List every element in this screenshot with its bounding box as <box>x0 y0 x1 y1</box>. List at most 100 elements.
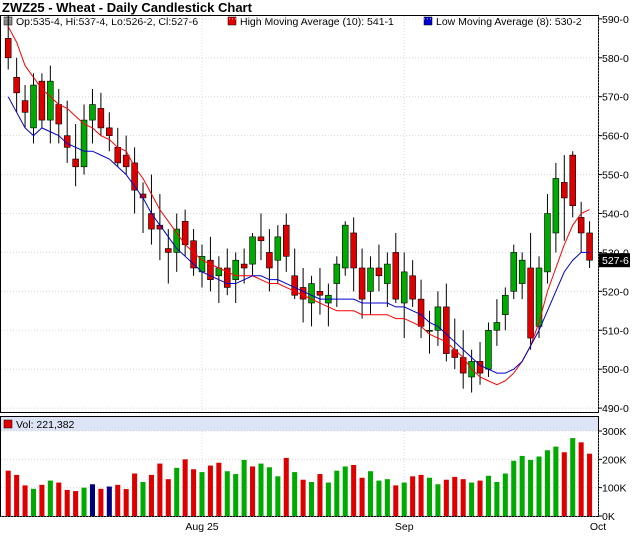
volume-bar <box>477 480 483 516</box>
candle <box>400 252 408 339</box>
candle <box>577 201 585 253</box>
candle-body <box>72 158 79 168</box>
volume-bar <box>384 479 390 516</box>
candle <box>13 57 20 113</box>
volume-bar <box>250 466 256 516</box>
candle-body <box>375 267 383 277</box>
candle-body <box>97 108 105 129</box>
volume-bar <box>401 482 407 516</box>
volume-bar <box>140 482 146 516</box>
candle <box>47 65 54 144</box>
candle-body <box>283 224 290 257</box>
volume-bar <box>157 463 163 516</box>
candle-body <box>443 306 450 354</box>
volume-bar <box>81 487 87 516</box>
candle <box>434 291 442 346</box>
candle-body <box>510 252 517 292</box>
candle-body <box>47 80 54 121</box>
candle <box>518 252 526 300</box>
volume-bar <box>334 470 340 516</box>
candle <box>443 283 450 362</box>
volume-bar <box>132 473 138 516</box>
legend-high-ma-label: High Moving Average (10): 541-1 <box>240 16 394 28</box>
candle-body <box>493 322 501 331</box>
volume-bar <box>182 459 188 516</box>
volume-bar <box>587 453 593 516</box>
volume-bar <box>570 438 576 516</box>
volume-bar <box>39 484 45 516</box>
candle-body <box>224 267 231 288</box>
candle <box>552 162 560 253</box>
candle <box>316 267 324 315</box>
candle <box>375 244 383 292</box>
volume-tick-label: 0K <box>602 511 615 523</box>
price-tick-label: 570-0 <box>602 92 629 104</box>
candle-body <box>527 267 534 339</box>
candle <box>358 248 366 319</box>
candle-body <box>106 127 113 136</box>
volume-bar <box>148 474 154 516</box>
volume-bar <box>47 480 53 516</box>
volume-bar <box>292 472 298 516</box>
volume-bar <box>376 480 382 516</box>
candle <box>510 244 517 300</box>
candle-body <box>577 217 585 234</box>
candle-body <box>30 84 37 129</box>
ohlc-legend-bar: Op:535-4, Hi:537-4, Lo:526-2, Cl:527-6 H… <box>3 16 582 28</box>
candle-body <box>502 294 509 315</box>
volume-bar <box>224 471 230 516</box>
candle <box>30 73 37 144</box>
volume-bar <box>5 470 11 516</box>
price-tick-label: 540-0 <box>602 209 629 221</box>
last-price-box <box>599 253 630 268</box>
candle-body <box>485 329 492 370</box>
volume-axis: 0K 100K 200K 300K <box>598 426 627 523</box>
candle-body <box>384 263 391 284</box>
volume-bar <box>359 477 365 516</box>
volume-bar <box>317 474 323 516</box>
price-tick-label: 560-0 <box>602 131 629 143</box>
volume-tick-label: 100K <box>602 483 627 495</box>
candle-body <box>122 154 130 168</box>
candle <box>350 217 357 292</box>
date-tick-label: Sep <box>395 521 414 533</box>
volume-bar <box>536 456 542 516</box>
volume-bar <box>174 467 180 516</box>
volume-bar <box>469 482 475 516</box>
candle <box>249 232 256 276</box>
candle-body <box>426 329 433 332</box>
candle <box>308 275 315 327</box>
candle-body <box>291 275 298 296</box>
volume-bar <box>309 482 315 516</box>
volume-bar <box>561 452 567 516</box>
volume-bar <box>528 459 534 516</box>
volume-header-band <box>1 417 598 431</box>
candle <box>97 92 105 136</box>
candle-body <box>518 259 526 284</box>
candle-body <box>207 259 214 280</box>
price-tick-label: 520-0 <box>602 286 629 298</box>
date-tick-label: Oct <box>590 521 606 533</box>
candle-body <box>4 38 12 59</box>
candle <box>122 135 130 175</box>
volume-bar <box>460 479 466 516</box>
candle-body <box>257 236 265 242</box>
volume-bar <box>64 489 70 516</box>
volume-bar <box>216 462 222 516</box>
candle-body <box>308 283 315 304</box>
candle-body <box>38 80 46 121</box>
candle <box>80 104 88 175</box>
last-price-label: 527-6 <box>602 255 629 267</box>
candle-body <box>333 263 341 284</box>
candle <box>569 151 576 218</box>
candle-body <box>367 267 374 292</box>
date-axis: Aug 25SepOctNov <box>185 521 606 533</box>
volume-bar <box>544 450 550 516</box>
volume-bar <box>123 489 129 516</box>
candle <box>72 123 79 187</box>
candle-body <box>434 306 442 331</box>
candle-body <box>274 236 282 261</box>
volume-bar <box>14 474 20 516</box>
candle <box>131 147 138 214</box>
